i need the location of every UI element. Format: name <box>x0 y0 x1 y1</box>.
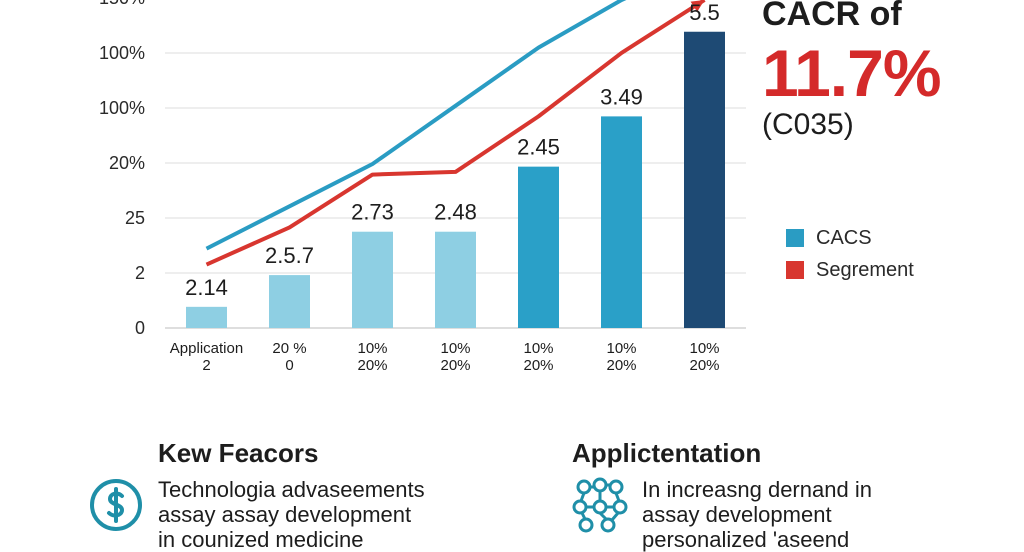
x-tick-label: 2 <box>202 357 210 374</box>
x-tick-label: 20% <box>357 357 387 374</box>
y-tick-label: 25 <box>125 208 145 228</box>
dollar-sync-icon <box>90 479 142 531</box>
data-label: 2.45 <box>517 135 560 160</box>
data-label: 2.14 <box>185 275 228 300</box>
bar <box>435 231 476 328</box>
section-line: assay assay development <box>158 502 412 527</box>
section-text: In increasng dernand in assay developmen… <box>642 477 872 552</box>
data-label: 5.5 <box>689 0 720 25</box>
bar-series <box>186 31 725 328</box>
x-tick-label: 20 % <box>272 340 306 357</box>
application-section: Applictentation In increasng dernand in … <box>572 438 872 552</box>
key-factors-section: Kew Feacors Technologia advaseements ass… <box>90 438 425 552</box>
headline-prefix: CACR of <box>762 0 902 33</box>
network-nodes-icon <box>572 477 628 533</box>
section-line: Technologia advaseements <box>158 477 425 502</box>
x-tick-label: 10% <box>523 340 553 357</box>
bar-line-chart: 0 2 25 20% 100% 100% 150% 2.14 2.5.7 2.73 2.48 2.4… <box>99 0 746 374</box>
bar <box>601 116 642 328</box>
legend-label: CACS <box>816 226 872 249</box>
line-series <box>205 0 706 267</box>
bar <box>352 231 393 328</box>
x-tick-label: 10% <box>689 340 719 357</box>
x-tick-label: 20% <box>606 357 636 374</box>
data-label: 3.49 <box>600 84 643 109</box>
bar <box>518 166 559 328</box>
x-tick-label: 0 <box>285 357 293 374</box>
section-title: Kew Feacors <box>158 438 319 468</box>
y-tick-label: 150% <box>99 0 145 8</box>
x-tick-label: 10% <box>606 340 636 357</box>
bar <box>269 275 310 328</box>
data-label: 2.73 <box>351 200 394 225</box>
x-tick-label: 20% <box>440 357 470 374</box>
headline-value: 11.7% <box>762 36 942 110</box>
bar <box>684 31 725 328</box>
x-tick-label: 20% <box>523 357 553 374</box>
section-line: personalized 'aseend <box>642 527 850 552</box>
section-line: In increasng dernand in <box>642 477 872 502</box>
bar <box>186 306 227 328</box>
data-labels: 2.14 2.5.7 2.73 2.48 2.45 3.49 5.5 <box>185 0 720 300</box>
y-tick-label: 20% <box>109 153 145 173</box>
y-axis-labels: 0 2 25 20% 100% 100% 150% <box>99 0 145 338</box>
y-tick-label: 0 <box>135 318 145 338</box>
section-text: Technologia advaseements assay assay dev… <box>158 477 425 552</box>
data-label: 2.48 <box>434 200 477 225</box>
growth-headline: CACR of 11.7% (C035) <box>762 0 1022 142</box>
section-title: Applictentation <box>572 438 762 468</box>
series-line <box>205 0 627 251</box>
headline-note: (C035) <box>762 108 854 141</box>
x-tick-label: 20% <box>689 357 719 374</box>
section-line: in counized medicine <box>158 527 364 552</box>
x-tick-label: 10% <box>440 340 470 357</box>
line-arrowhead <box>690 0 705 12</box>
chart-legend: CACS Segrement <box>786 224 914 288</box>
x-tick-label: Application <box>170 340 243 357</box>
y-tick-label: 2 <box>135 263 145 283</box>
data-label: 2.5.7 <box>265 243 314 268</box>
legend-item-segrement: Segrement <box>786 256 914 284</box>
y-tick-label: 100% <box>99 98 145 118</box>
y-tick-label: 100% <box>99 43 145 63</box>
legend-swatch <box>786 261 804 279</box>
section-line: assay development <box>642 502 832 527</box>
legend-swatch <box>786 229 804 247</box>
series-line <box>205 0 706 267</box>
legend-label: Segrement <box>816 258 914 281</box>
legend-item-cacs: CACS <box>786 224 914 252</box>
x-tick-label: 10% <box>357 340 387 357</box>
